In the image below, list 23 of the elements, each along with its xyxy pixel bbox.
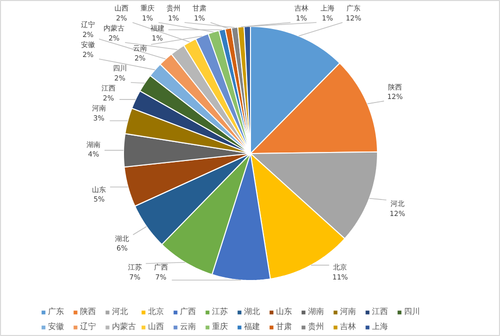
legend-label: 云南 [180, 321, 197, 332]
legend-label: 江苏 [212, 306, 229, 317]
legend-label: 湖北 [244, 306, 261, 317]
legend-label: 四川 [404, 306, 421, 317]
legend-label: 重庆 [212, 321, 229, 332]
legend-label: 上海 [372, 321, 389, 332]
legend-label: 广西 [180, 306, 197, 317]
legend-label: 安徽 [48, 321, 65, 332]
legend-label: 辽宁 [80, 321, 97, 332]
legend-label: 湖南 [308, 306, 325, 317]
legend-label: 河南 [340, 306, 357, 317]
legend-label: 山西 [148, 321, 165, 332]
legend-label: 广东 [48, 306, 65, 317]
legend-label: 北京 [148, 306, 165, 317]
legend-label: 贵州 [308, 321, 325, 332]
legend-label: 江西 [372, 306, 389, 317]
legend-label: 甘肃 [276, 321, 293, 332]
legend-label: 河北 [112, 306, 129, 317]
legend-label: 内蒙古 [112, 321, 136, 332]
legend-label: 山东 [276, 306, 293, 317]
legend-label: 福建 [244, 321, 261, 332]
legend-label: 吉林 [340, 321, 357, 332]
legend-label: 陕西 [80, 306, 97, 317]
